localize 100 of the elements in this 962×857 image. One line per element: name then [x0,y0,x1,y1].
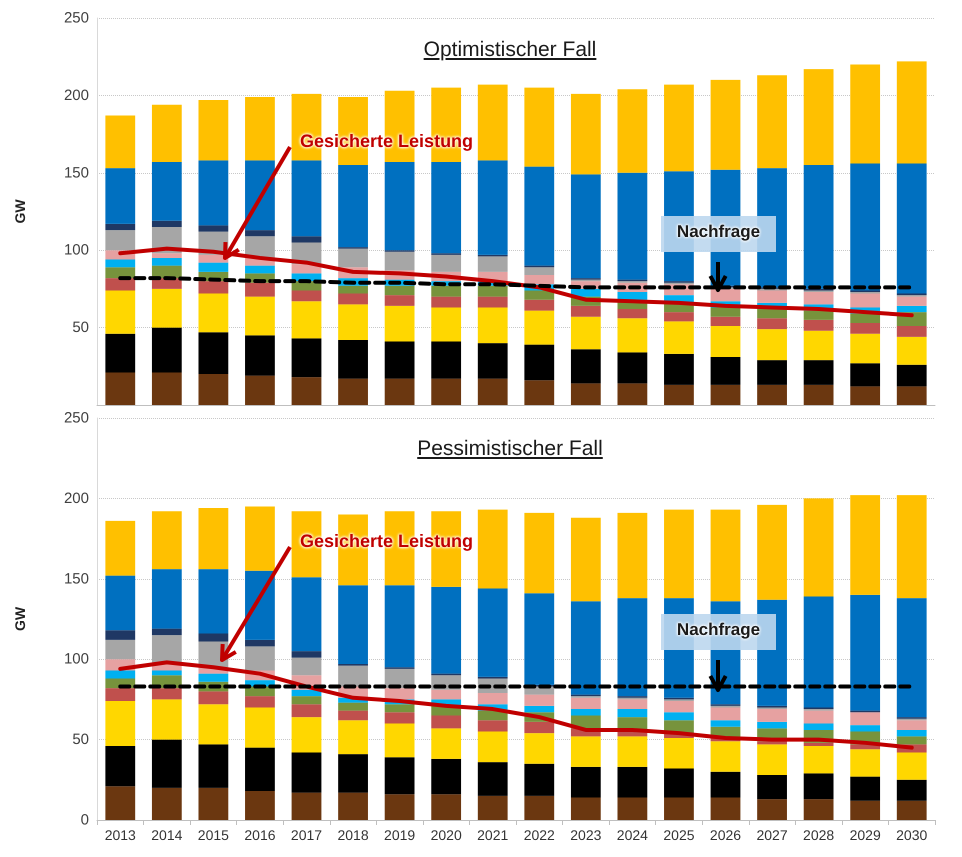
bar [570,174,601,278]
bar [850,64,880,164]
bar [105,786,136,820]
bar [478,256,508,272]
bar [152,699,182,740]
bar [896,296,927,306]
bar [198,332,228,374]
bar [292,651,322,658]
bar [292,658,322,676]
bar [384,724,415,758]
bar [710,316,740,326]
x-tick-label: 2022 [524,827,556,843]
bar [757,290,787,303]
bar [804,69,834,166]
bar [105,746,136,786]
bar [757,309,787,318]
bar [524,593,554,685]
y-axis-title: GW [12,606,28,632]
bar [384,688,415,700]
bar [198,225,228,232]
bar [896,598,927,718]
bar [757,709,787,722]
bar [617,383,648,405]
bar [292,696,322,704]
bar [570,306,601,317]
bar [105,640,136,660]
bar [804,710,834,724]
bar [896,61,927,164]
bar [338,286,368,294]
bar [478,296,508,308]
bar [664,384,694,405]
bar [896,306,927,312]
bar [850,334,880,364]
bar [292,717,322,752]
bar [431,296,462,308]
bar [617,736,648,767]
bar [105,701,136,746]
bar [850,776,880,801]
bar [198,508,228,570]
bar [338,165,368,248]
y-tick-label: 250 [64,10,89,26]
y-tick-label: 100 [64,242,89,259]
bar [617,292,648,300]
bar [431,162,462,254]
bar [664,510,694,598]
bar [850,495,880,595]
bar [757,774,787,800]
bar [850,164,880,290]
bar [804,596,834,708]
bar [105,116,136,168]
bar [198,633,228,642]
text: Nachfrage [661,216,776,252]
bar [570,383,601,405]
bar [757,318,787,330]
bar [384,295,415,306]
bar [617,352,648,384]
bar [105,688,136,702]
bar [524,722,554,734]
bar [617,89,648,173]
y-tick-label: 150 [64,164,89,182]
bar [617,309,648,318]
bar [710,772,740,798]
bar [850,800,880,820]
bar [384,704,415,712]
bar [524,290,554,300]
bar [245,96,275,160]
bar [105,670,136,678]
bar [570,349,601,384]
bar [245,296,275,336]
bar [105,630,136,640]
bar [664,701,694,712]
bar [524,344,554,380]
y-tick-label: 50 [72,319,89,336]
line-series [118,660,914,750]
bar [338,702,368,711]
bar [198,262,228,272]
bar [757,504,787,600]
bar [431,307,462,342]
bar [570,94,601,174]
bar [338,720,368,754]
bar [245,335,275,376]
bar [384,286,415,296]
bar [570,518,601,602]
bar [617,709,648,718]
bar [245,791,275,820]
bar [524,380,554,405]
bar [804,742,834,746]
bar [431,794,462,820]
bar [338,710,368,720]
bar [850,386,880,405]
bar [245,640,275,646]
x-tick-label: 2024 [616,827,648,843]
bar [105,278,136,290]
bar [105,168,136,224]
bar [152,670,182,676]
bar [850,594,880,711]
bar [105,230,136,250]
bar [152,104,182,162]
bar [710,720,740,727]
bar [292,290,322,302]
